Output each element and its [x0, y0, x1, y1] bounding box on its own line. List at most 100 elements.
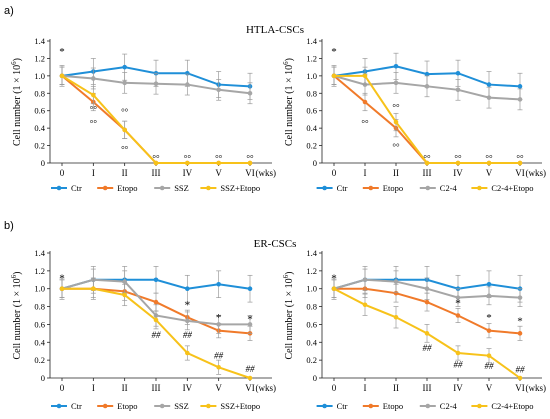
data-point: [122, 127, 127, 133]
annotation-label: °°: [485, 153, 493, 163]
data-point: [153, 299, 159, 305]
data-point: [331, 286, 337, 292]
data-point: [486, 328, 492, 333]
x-tick-label: I: [92, 383, 95, 393]
legend-marker: [477, 403, 482, 409]
data-point: [424, 71, 430, 77]
data-point: [517, 160, 523, 166]
annotation-label: °°: [423, 153, 431, 163]
data-point: [247, 322, 253, 327]
y-tick-label: 0.8: [306, 302, 317, 312]
data-point: [486, 281, 492, 287]
legend-marker: [159, 185, 165, 191]
y-axis-label: Cell number (1 × 106): [10, 271, 23, 359]
data-point: [486, 293, 492, 299]
y-tick-label: 0.6: [34, 319, 45, 329]
x-unit-label: (wks): [256, 168, 277, 178]
series-c2-4-etopo: [331, 66, 523, 166]
legend-marker: [159, 403, 165, 409]
annotation-label: *: [331, 273, 337, 285]
annotation-label: *: [455, 298, 461, 310]
x-tick-label: IV: [183, 383, 193, 393]
data-point: [216, 322, 221, 327]
x-tick-label: IV: [453, 383, 463, 393]
data-point: [393, 314, 399, 320]
x-tick-label: II: [122, 383, 128, 393]
x-tick-label: IV: [453, 168, 463, 178]
legend-marker: [206, 403, 211, 409]
annotation-label: °°: [392, 142, 400, 152]
data-point: [216, 281, 221, 287]
annotation-label: *: [486, 312, 492, 324]
data-point: [517, 97, 523, 102]
annotation-label: °°: [361, 118, 369, 128]
annotation-label: *: [59, 46, 65, 58]
x-tick-label: III: [152, 168, 161, 178]
annotation-label: °°: [121, 107, 129, 117]
legend-label: Etopo: [383, 183, 403, 193]
y-tick-label: 1.0: [306, 71, 317, 81]
annotation-label: °°: [152, 153, 160, 163]
annotation-label: °°: [454, 153, 462, 163]
annotation-label: °°: [516, 153, 524, 163]
x-tick-label: 0: [332, 383, 337, 393]
annotation-label: *: [517, 315, 523, 327]
y-tick-label: 0.6: [306, 106, 317, 116]
x-tick-label: III: [423, 383, 432, 393]
data-point: [424, 286, 430, 292]
x-tick-label: IV: [183, 168, 193, 178]
data-point: [216, 87, 221, 93]
x-tick-label: III: [423, 168, 432, 178]
y-axis-label: Cell number (1 × 106): [10, 58, 23, 146]
data-point: [362, 277, 368, 283]
legend-label: C2-4+Etopo: [491, 401, 533, 411]
x-unit-label: (wks): [526, 168, 547, 178]
data-point: [486, 95, 492, 100]
x-tick-label: V: [486, 168, 493, 178]
data-point: [122, 292, 127, 298]
y-tick-label: 0.6: [34, 106, 45, 116]
chart-1: 00.20.40.60.81.01.21.40 I II III IV V VI (wks)C…: [10, 36, 276, 193]
y-tick-label: 1.0: [34, 71, 45, 81]
x-tick-label: VI: [245, 168, 255, 178]
data-point: [455, 87, 461, 93]
annotation-label: *: [247, 314, 253, 326]
legend: Ctr Etopo C2-4 C2-4+Etopo: [316, 401, 534, 411]
data-point: [455, 70, 461, 76]
y-tick-label: 0: [41, 158, 45, 168]
y-tick-label: 0: [41, 373, 45, 383]
y-tick-label: 0.4: [34, 337, 45, 347]
legend-label: Etopo: [117, 401, 137, 411]
legend-label: C2-4+Etopo: [491, 183, 533, 193]
x-tick-label: 0: [60, 168, 65, 178]
annotation-label: *: [216, 312, 222, 324]
y-tick-label: 1.0: [34, 284, 45, 294]
annotation-label: °°: [392, 103, 400, 113]
legend: Ctr Etopo SSZ SSZ+Etopo: [51, 183, 260, 193]
annotation-label: ##: [516, 365, 526, 375]
annotation-label: ##: [423, 343, 433, 353]
data-point: [424, 331, 430, 336]
y-axis-label: Cell number (1 × 106): [282, 271, 295, 359]
y-tick-label: 0.2: [306, 141, 317, 151]
series-c2-4-etopo: [331, 279, 523, 381]
data-point: [517, 295, 523, 300]
legend-label: Ctr: [337, 401, 348, 411]
y-tick-label: 1.2: [34, 53, 45, 63]
legend-marker: [368, 403, 374, 409]
data-point: [91, 76, 96, 81]
annotation-label: ##: [454, 359, 464, 369]
x-unit-label: (wks): [526, 383, 547, 393]
data-point: [91, 286, 96, 292]
legend: Ctr Etopo C2-4 C2-4+Etopo: [316, 183, 534, 193]
x-tick-label: VI: [515, 383, 525, 393]
x-tick-label: 0: [332, 168, 337, 178]
legend-marker: [368, 185, 374, 191]
annotation-label: °°: [215, 153, 223, 163]
data-point: [517, 331, 523, 336]
annotation-label: ##: [152, 330, 162, 340]
y-tick-label: 0.4: [34, 123, 45, 133]
y-tick-label: 0: [313, 373, 317, 383]
y-tick-label: 1.4: [34, 248, 45, 258]
